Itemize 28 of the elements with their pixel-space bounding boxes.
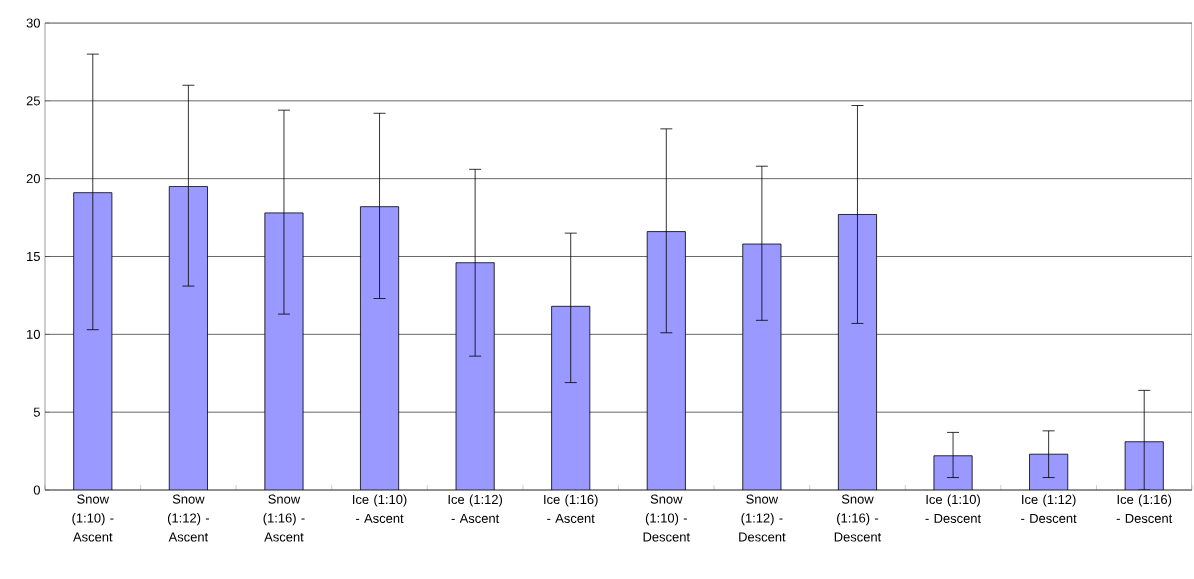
x-tick-label: Snow (1:12) - Ascent [167, 494, 210, 542]
x-tick-label: Snow (1:10) - Descent [643, 494, 690, 542]
bar [742, 243, 782, 490]
x-tick-label: Ice (1:12) - Ascent [448, 494, 503, 523]
x-tick-label: Snow (1:12) - Descent [739, 494, 786, 542]
x-tick-label: Snow (1:16) - Descent [834, 494, 882, 542]
x-tick-label: Ice (1:16) - Ascent [544, 494, 598, 523]
x-tick-label: Snow (1:16) - Ascent [263, 494, 305, 542]
x-tick-label: Ice (1:10) - Ascent [353, 494, 407, 523]
x-tick-label: Snow (1:10) - Ascent [72, 494, 114, 542]
y-tick-label: 30 [26, 18, 40, 28]
x-tick-label: Ice (1:10) - Descent [925, 494, 982, 523]
y-tick-label: 15 [27, 251, 40, 262]
y-tick-label: 5 [33, 407, 40, 417]
y-tick-label: 10 [27, 329, 40, 339]
bar [455, 262, 495, 490]
y-tick-label: 20 [26, 174, 40, 184]
bar [73, 192, 113, 490]
bar [360, 206, 400, 490]
y-tick-label: 0 [33, 485, 40, 495]
bar [551, 305, 591, 490]
bar [168, 186, 208, 490]
bar [837, 214, 877, 490]
y-tick-label: 25 [26, 96, 40, 106]
x-tick-label: Ice (1:16) - Descent [1116, 494, 1173, 523]
bar [264, 212, 304, 490]
bar [646, 231, 686, 490]
x-tick-label: Ice (1:12) - Descent [1021, 494, 1077, 523]
